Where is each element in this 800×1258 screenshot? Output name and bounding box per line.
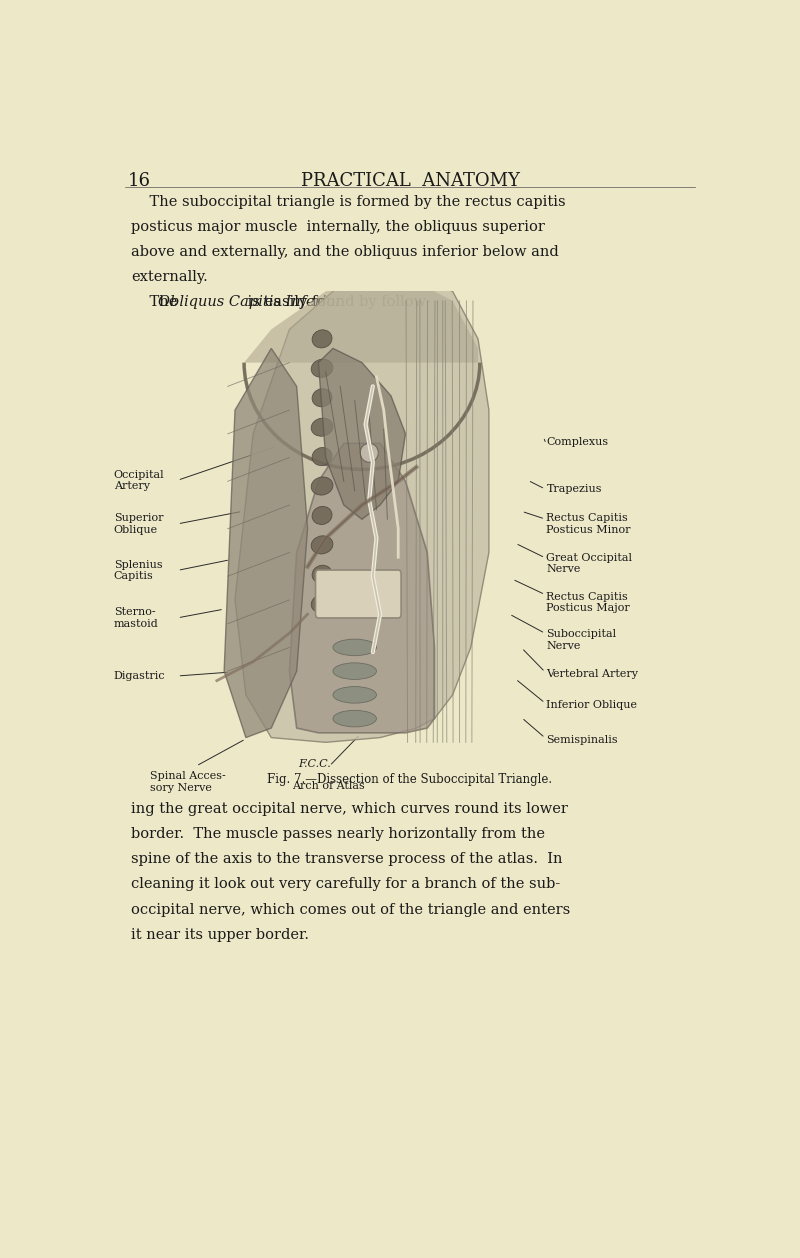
Text: The: The <box>131 296 182 309</box>
Text: Fig. 7.—Dissection of the Suboccipital Triangle.: Fig. 7.—Dissection of the Suboccipital T… <box>267 772 553 786</box>
Text: is easily found by follow-: is easily found by follow- <box>242 296 430 309</box>
Text: The suboccipital triangle is formed by the rectus capitis: The suboccipital triangle is formed by t… <box>131 195 566 209</box>
Text: Obliquus Capitis Inferior: Obliquus Capitis Inferior <box>158 296 342 309</box>
Text: Superior
Oblique: Superior Oblique <box>114 513 163 535</box>
Text: Sterno-
mastoid: Sterno- mastoid <box>114 608 158 629</box>
Text: occipital nerve, which comes out of the triangle and enters: occipital nerve, which comes out of the … <box>131 903 570 917</box>
Text: above and externally, and the obliquus inferior below and: above and externally, and the obliquus i… <box>131 245 558 259</box>
Text: border.  The muscle passes nearly horizontally from the: border. The muscle passes nearly horizon… <box>131 827 545 842</box>
Text: Rectus Capitis
Posticus Major: Rectus Capitis Posticus Major <box>546 591 630 613</box>
Text: spine of the axis to the transverse process of the atlas.  In: spine of the axis to the transverse proc… <box>131 852 562 867</box>
Text: it near its upper border.: it near its upper border. <box>131 928 309 942</box>
Text: ing the great occipital nerve, which curves round its lower: ing the great occipital nerve, which cur… <box>131 801 568 816</box>
Text: Suboccipital
Nerve: Suboccipital Nerve <box>546 629 617 650</box>
Text: cleaning it look out very carefully for a branch of the sub-: cleaning it look out very carefully for … <box>131 878 560 892</box>
Text: Spinal Acces-
sory Nerve: Spinal Acces- sory Nerve <box>150 771 226 793</box>
Text: F.C.C.: F.C.C. <box>298 760 331 770</box>
Text: Inferior Oblique: Inferior Oblique <box>546 699 638 710</box>
Text: Arch of Atlas: Arch of Atlas <box>292 780 365 790</box>
Text: 16: 16 <box>128 172 151 190</box>
Text: externally.: externally. <box>131 270 208 284</box>
Text: Rectus Capitis
Posticus Minor: Rectus Capitis Posticus Minor <box>546 513 631 535</box>
Text: Semispinalis: Semispinalis <box>546 735 618 745</box>
Text: Occipital
Artery: Occipital Artery <box>114 469 164 491</box>
Text: posticus major muscle  internally, the obliquus superior: posticus major muscle internally, the ob… <box>131 220 545 234</box>
Text: Trapezius: Trapezius <box>546 484 602 494</box>
Text: Great Occipital
Nerve: Great Occipital Nerve <box>546 552 632 575</box>
Text: PRACTICAL  ANATOMY: PRACTICAL ANATOMY <box>301 172 519 190</box>
Text: Complexus: Complexus <box>546 437 609 447</box>
Text: Vertebral Artery: Vertebral Artery <box>546 669 638 679</box>
Text: Digastric: Digastric <box>114 671 166 681</box>
Text: Splenius
Capitis: Splenius Capitis <box>114 560 162 581</box>
